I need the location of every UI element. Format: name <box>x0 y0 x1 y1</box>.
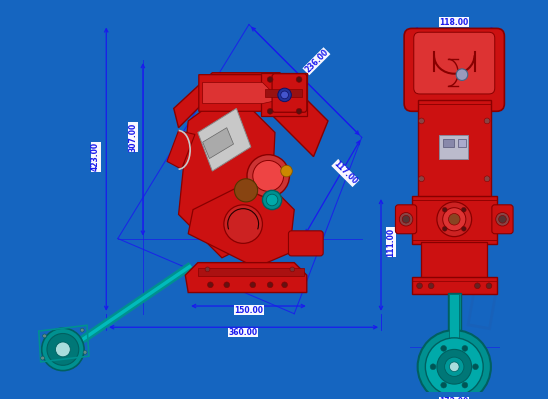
Polygon shape <box>185 263 307 292</box>
Circle shape <box>80 328 84 332</box>
Circle shape <box>430 364 436 369</box>
Text: 236.00: 236.00 <box>303 48 330 75</box>
Circle shape <box>290 267 295 272</box>
Bar <box>412 196 496 244</box>
Circle shape <box>224 205 262 243</box>
Circle shape <box>250 282 256 288</box>
Polygon shape <box>179 89 275 258</box>
Circle shape <box>472 364 478 369</box>
FancyBboxPatch shape <box>492 205 513 234</box>
Text: ホ: ホ <box>464 77 501 130</box>
Text: 360.00: 360.00 <box>229 328 258 337</box>
Text: 77.00: 77.00 <box>270 263 292 269</box>
Text: 150.00: 150.00 <box>235 306 264 315</box>
Bar <box>412 277 496 294</box>
Circle shape <box>418 330 491 399</box>
Circle shape <box>42 328 84 371</box>
Bar <box>448 292 461 346</box>
Circle shape <box>266 194 278 206</box>
Text: 307.00: 307.00 <box>129 122 138 152</box>
Text: 117.00: 117.00 <box>332 160 359 187</box>
Polygon shape <box>203 128 233 158</box>
Text: 423.00: 423.00 <box>91 142 100 171</box>
Polygon shape <box>174 73 328 156</box>
Circle shape <box>419 176 424 182</box>
Text: 111.00: 111.00 <box>386 228 395 257</box>
Bar <box>458 139 466 147</box>
FancyBboxPatch shape <box>288 231 323 256</box>
Circle shape <box>475 283 480 288</box>
Circle shape <box>443 208 466 231</box>
Bar <box>198 269 304 276</box>
Bar <box>265 89 302 97</box>
Circle shape <box>281 91 288 99</box>
Circle shape <box>442 226 447 231</box>
Circle shape <box>296 77 302 82</box>
Bar <box>260 73 307 116</box>
Circle shape <box>399 213 413 226</box>
Text: 172.00: 172.00 <box>439 397 469 399</box>
Circle shape <box>486 283 492 288</box>
Circle shape <box>462 346 468 351</box>
Circle shape <box>296 109 302 114</box>
Polygon shape <box>199 75 289 111</box>
Polygon shape <box>188 176 294 267</box>
FancyBboxPatch shape <box>396 205 416 234</box>
Circle shape <box>253 160 284 191</box>
Bar <box>443 139 454 147</box>
Circle shape <box>224 282 230 288</box>
Text: 118.00: 118.00 <box>439 18 469 27</box>
Bar <box>449 294 459 344</box>
Circle shape <box>208 282 213 288</box>
Circle shape <box>55 342 70 357</box>
Circle shape <box>437 202 472 237</box>
Circle shape <box>402 215 410 223</box>
Circle shape <box>235 179 258 202</box>
Circle shape <box>278 88 292 102</box>
Circle shape <box>281 165 292 177</box>
Circle shape <box>247 155 289 197</box>
Circle shape <box>83 350 87 354</box>
Circle shape <box>456 69 468 81</box>
Polygon shape <box>167 130 195 169</box>
Circle shape <box>43 334 47 338</box>
Circle shape <box>448 213 460 225</box>
FancyBboxPatch shape <box>414 32 495 94</box>
Circle shape <box>484 176 490 182</box>
Circle shape <box>267 109 273 114</box>
Bar <box>418 100 491 201</box>
Circle shape <box>441 382 447 388</box>
Circle shape <box>496 213 509 226</box>
FancyBboxPatch shape <box>404 28 504 111</box>
Text: ホ: ホ <box>464 193 501 245</box>
Text: ホ: ホ <box>464 280 501 332</box>
Circle shape <box>442 207 447 212</box>
Circle shape <box>428 283 434 288</box>
Bar <box>439 135 468 160</box>
Circle shape <box>262 190 282 209</box>
Circle shape <box>461 207 466 212</box>
Circle shape <box>462 382 468 388</box>
Circle shape <box>441 346 447 351</box>
Circle shape <box>282 282 288 288</box>
Circle shape <box>267 77 273 82</box>
FancyBboxPatch shape <box>272 74 307 112</box>
Polygon shape <box>198 109 251 171</box>
Circle shape <box>416 283 423 288</box>
Circle shape <box>419 118 424 124</box>
Polygon shape <box>203 82 280 104</box>
Circle shape <box>425 338 483 396</box>
Circle shape <box>205 267 210 272</box>
Bar <box>421 243 487 281</box>
Circle shape <box>41 356 44 360</box>
Circle shape <box>267 282 273 288</box>
Circle shape <box>484 118 490 124</box>
Circle shape <box>461 226 466 231</box>
Circle shape <box>449 362 459 371</box>
Circle shape <box>444 357 464 376</box>
Circle shape <box>47 334 79 365</box>
Circle shape <box>437 350 472 384</box>
Circle shape <box>499 215 506 223</box>
